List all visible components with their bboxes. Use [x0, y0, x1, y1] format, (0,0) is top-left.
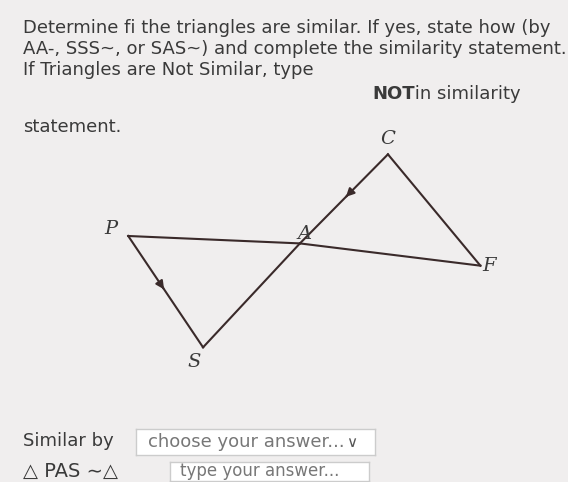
Text: ∨: ∨: [346, 435, 357, 450]
Text: S: S: [187, 353, 201, 371]
Text: P: P: [104, 220, 117, 238]
Text: C: C: [381, 131, 395, 148]
Text: A: A: [297, 225, 311, 243]
Text: choose your answer...: choose your answer...: [148, 433, 345, 451]
Text: statement.: statement.: [23, 118, 121, 136]
Text: Determine fi the triangles are similar. If yes, state how (by
AA-, SSS~, or SAS~: Determine fi the triangles are similar. …: [23, 19, 566, 79]
Text: F: F: [482, 257, 496, 275]
Text: Similar by: Similar by: [23, 432, 114, 450]
Text: △ PAS ∼△: △ PAS ∼△: [23, 462, 118, 481]
Text: NOT: NOT: [372, 85, 415, 103]
Text: in similarity: in similarity: [409, 85, 521, 103]
Text: type your answer...: type your answer...: [181, 462, 340, 481]
